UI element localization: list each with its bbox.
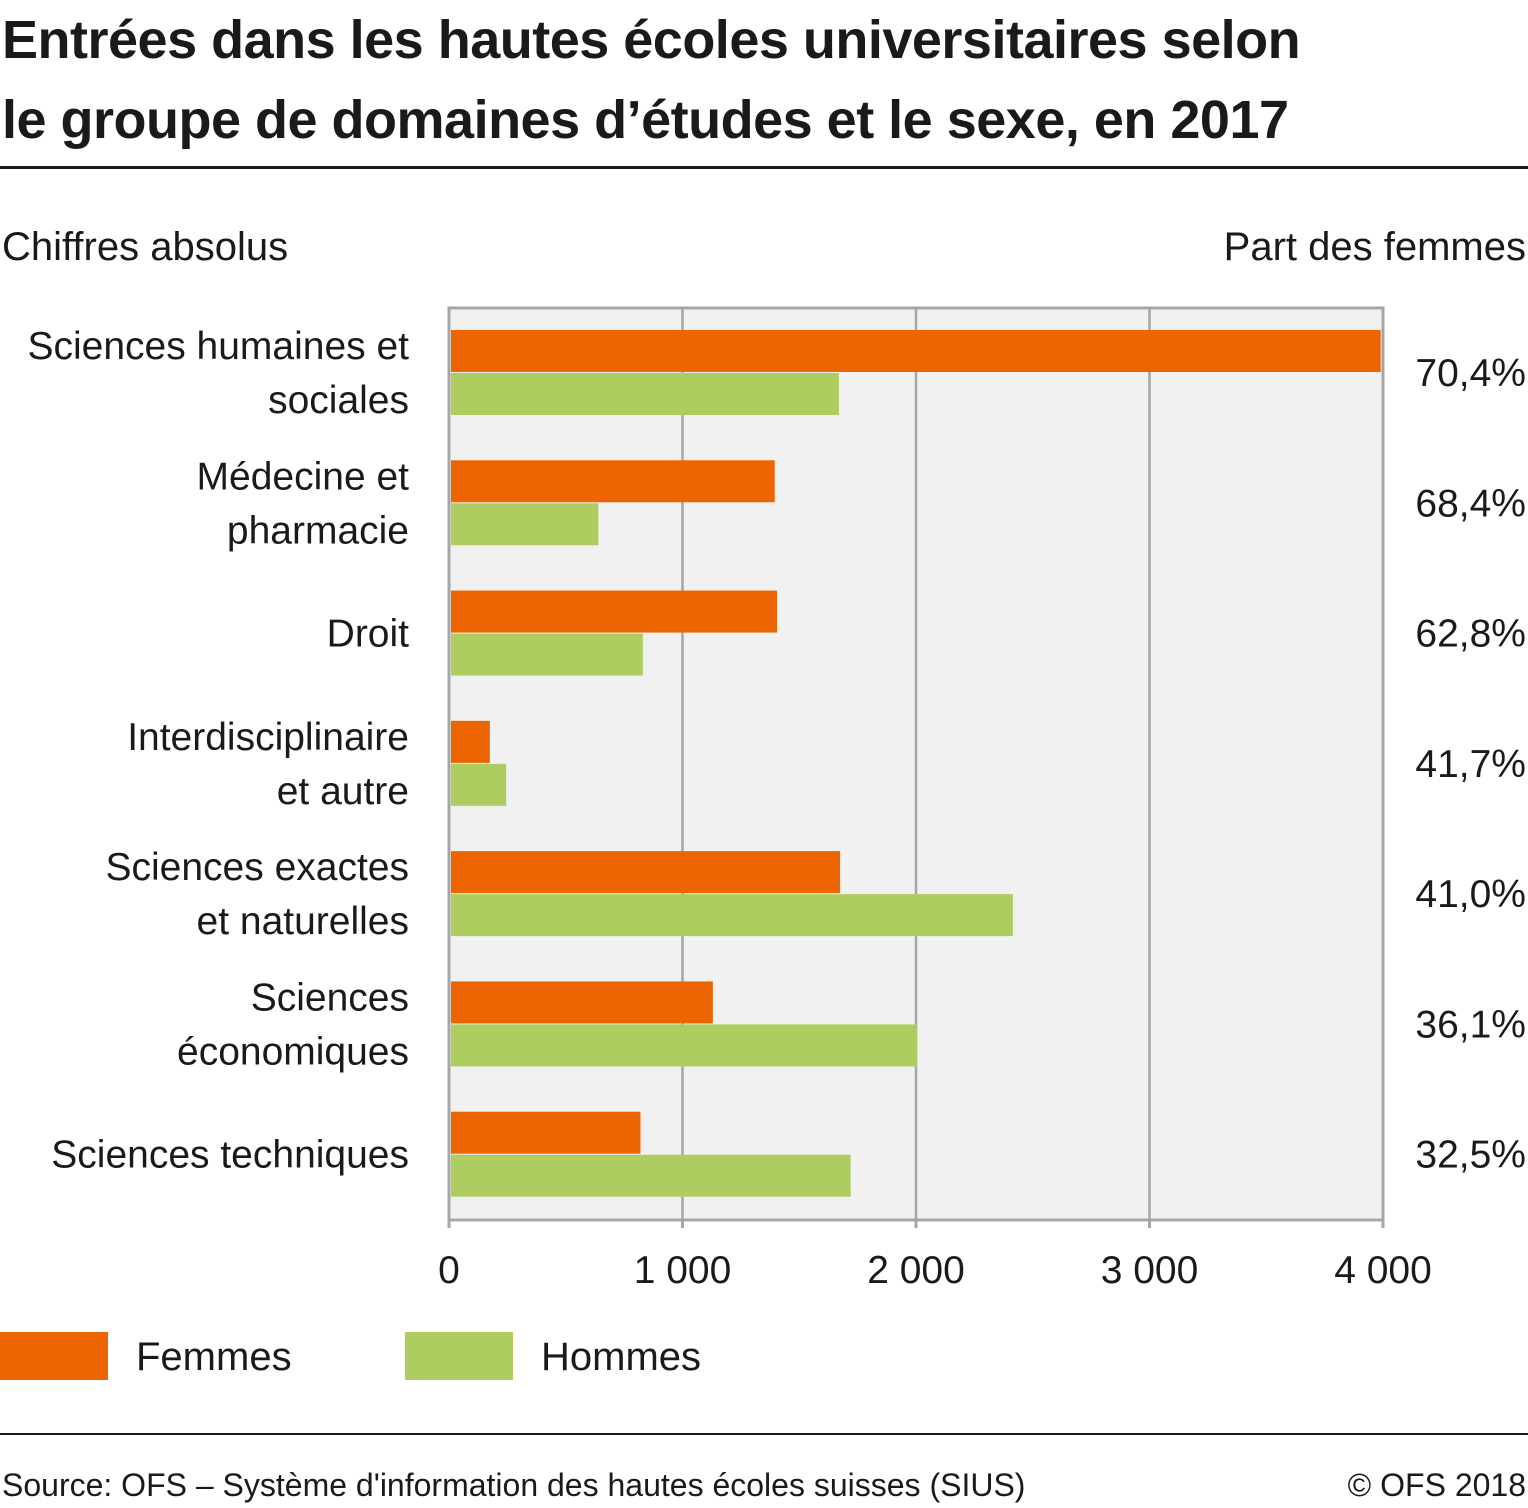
category-label-0-1: sociales xyxy=(268,379,409,422)
chart-title-line-2: le groupe de domaines d’études et le sex… xyxy=(2,90,1289,150)
title-divider xyxy=(0,166,1528,169)
share-women-label-1: 68,4% xyxy=(1415,482,1526,525)
share-women-label-0: 70,4% xyxy=(1415,352,1526,395)
x-tick-label-1000: 1 000 xyxy=(634,1249,732,1292)
footer-divider xyxy=(0,1433,1528,1435)
x-tick-label-3000: 3 000 xyxy=(1101,1249,1199,1292)
x-tick-label-0: 0 xyxy=(438,1249,460,1292)
bar-hommes-0 xyxy=(451,373,839,415)
bar-hommes-3 xyxy=(451,763,507,806)
bar-hommes-1 xyxy=(451,503,599,546)
category-label-4-1: et naturelles xyxy=(197,900,409,943)
right-caption: Part des femmes xyxy=(1223,225,1526,269)
category-label-5-1: économiques xyxy=(177,1030,409,1073)
legend-swatch-hommes xyxy=(405,1332,513,1380)
chart-title: Entrées dans les hautes écoles universit… xyxy=(2,0,1522,160)
share-women-label-6: 32,5% xyxy=(1415,1134,1526,1177)
category-label-1-0: Médecine et xyxy=(197,455,410,498)
category-label-4-0: Sciences exactes xyxy=(106,846,410,889)
bar-femmes-1 xyxy=(451,460,775,503)
category-label-1-1: pharmacie xyxy=(227,509,409,552)
left-caption: Chiffres absolus xyxy=(2,225,289,269)
legend-label-hommes: Hommes xyxy=(541,1335,702,1379)
share-women-label-4: 41,0% xyxy=(1415,873,1526,916)
bar-hommes-6 xyxy=(451,1154,851,1197)
share-women-label-3: 41,7% xyxy=(1415,743,1526,786)
bar-femmes-6 xyxy=(451,1111,641,1154)
share-women-label-5: 36,1% xyxy=(1415,1003,1526,1046)
x-tick-label-2000: 2 000 xyxy=(867,1249,965,1292)
legend-swatch-femmes xyxy=(0,1332,108,1380)
category-label-2-0: Droit xyxy=(327,613,410,656)
bar-femmes-2 xyxy=(451,590,778,633)
category-label-0-0: Sciences humaines et xyxy=(27,325,409,368)
bar-femmes-0 xyxy=(451,330,1381,372)
bar-chart: Sciences humaines et sociales 70,4% Médecin… xyxy=(27,306,1526,1292)
bar-femmes-4 xyxy=(451,851,841,894)
bar-femmes-5 xyxy=(451,981,713,1024)
category-label-3-1: et autre xyxy=(277,770,409,813)
legend-label-femmes: Femmes xyxy=(136,1335,292,1379)
copyright-note: © OFS 2018 xyxy=(1347,1467,1526,1503)
category-label-6-0: Sciences techniques xyxy=(51,1134,409,1177)
source-note: Source: OFS – Système d'information des … xyxy=(2,1467,1026,1503)
x-tick-label-4000: 4 000 xyxy=(1334,1249,1432,1292)
bar-femmes-3 xyxy=(451,720,490,763)
category-label-5-0: Sciences xyxy=(251,976,409,1019)
bar-hommes-5 xyxy=(451,1024,918,1067)
chart-title-line-1: Entrées dans les hautes écoles universit… xyxy=(2,10,1301,70)
bar-hommes-4 xyxy=(451,894,1013,937)
bar-hommes-2 xyxy=(451,633,643,676)
category-label-3-0: Interdisciplinaire xyxy=(127,716,409,759)
share-women-label-2: 62,8% xyxy=(1415,613,1526,656)
